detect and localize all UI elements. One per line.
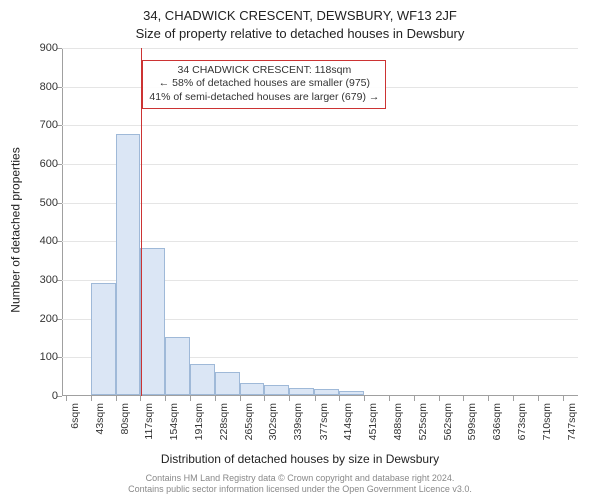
y-axis-label: Number of detached properties: [8, 50, 24, 410]
x-tick: [66, 396, 67, 401]
histogram-bar: [264, 385, 289, 395]
y-tick-label: 800: [28, 81, 58, 93]
x-tick: [289, 396, 290, 401]
footer-line-2: Contains public sector information licen…: [0, 484, 600, 495]
annotation-line: 41% of semi-detached houses are larger (…: [149, 91, 379, 105]
plot-area: 01002003004005006007008009006sqm43sqm80s…: [62, 48, 578, 396]
histogram-bar: [215, 372, 240, 395]
x-tick: [563, 396, 564, 401]
x-tick: [414, 396, 415, 401]
x-tick: [538, 396, 539, 401]
title-line-1: 34, CHADWICK CRESCENT, DEWSBURY, WF13 2J…: [0, 8, 600, 23]
x-tick: [240, 396, 241, 401]
x-tick: [140, 396, 141, 401]
x-tick: [439, 396, 440, 401]
x-tick: [389, 396, 390, 401]
histogram-bar: [289, 388, 314, 395]
y-tick-label: 200: [28, 313, 58, 325]
x-axis-label: Distribution of detached houses by size …: [0, 452, 600, 466]
x-tick: [463, 396, 464, 401]
y-gridline: [62, 48, 578, 49]
histogram-bar: [91, 283, 116, 395]
x-tick: [364, 396, 365, 401]
histogram-bar: [314, 389, 339, 395]
x-tick: [165, 396, 166, 401]
histogram-bar: [339, 391, 364, 395]
histogram-bar: [116, 134, 141, 395]
y-tick-label: 100: [28, 351, 58, 363]
x-tick: [190, 396, 191, 401]
footer-attribution: Contains HM Land Registry data © Crown c…: [0, 473, 600, 496]
histogram-bar: [190, 364, 215, 395]
annotation-box: 34 CHADWICK CRESCENT: 118sqm← 58% of det…: [142, 60, 386, 109]
x-tick: [488, 396, 489, 401]
x-tick: [513, 396, 514, 401]
y-tick-label: 500: [28, 197, 58, 209]
histogram-bar: [240, 383, 265, 395]
histogram-bar: [140, 248, 165, 395]
annotation-line: ← 58% of detached houses are smaller (97…: [149, 77, 379, 91]
x-tick: [315, 396, 316, 401]
y-tick-label: 600: [28, 158, 58, 170]
annotation-line: 34 CHADWICK CRESCENT: 118sqm: [149, 64, 379, 78]
footer-line-1: Contains HM Land Registry data © Crown c…: [0, 473, 600, 484]
x-tick: [264, 396, 265, 401]
x-tick: [116, 396, 117, 401]
chart-container: 34, CHADWICK CRESCENT, DEWSBURY, WF13 2J…: [0, 0, 600, 500]
x-tick: [91, 396, 92, 401]
y-tick-label: 0: [28, 390, 58, 402]
histogram-bar: [165, 337, 190, 395]
y-tick-label: 400: [28, 235, 58, 247]
y-tick-label: 300: [28, 274, 58, 286]
x-tick: [339, 396, 340, 401]
y-tick-label: 900: [28, 42, 58, 54]
y-tick-label: 700: [28, 119, 58, 131]
title-line-2: Size of property relative to detached ho…: [0, 26, 600, 41]
x-tick: [215, 396, 216, 401]
y-gridline: [62, 125, 578, 126]
